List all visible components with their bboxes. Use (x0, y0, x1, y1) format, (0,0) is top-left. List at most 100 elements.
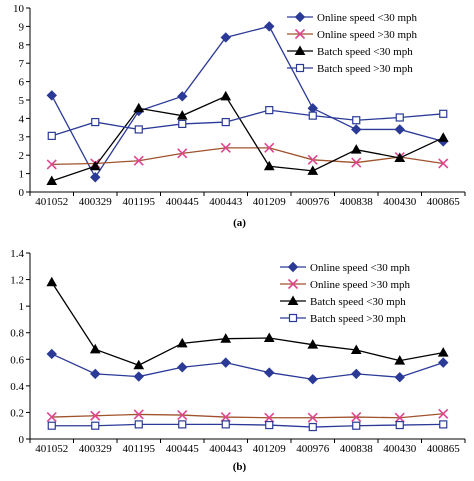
data-point (133, 409, 144, 420)
y-tick-label: 5 (19, 95, 25, 107)
data-point (308, 422, 317, 432)
data-point (90, 368, 101, 380)
data-point (264, 412, 275, 423)
x-tick-label: 400445 (166, 443, 200, 455)
data-point (438, 408, 449, 419)
data-point (177, 148, 188, 159)
legend-item: Batch speed <30 mph (287, 45, 413, 58)
y-tick-label: 1.2 (10, 275, 24, 287)
x-tick-label: 401195 (122, 196, 155, 208)
data-point (264, 142, 275, 153)
data-point (177, 410, 188, 421)
data-point (308, 111, 317, 120)
legend-item: Online speed <30 mph (280, 261, 410, 274)
data-point (177, 91, 188, 102)
data-point (89, 343, 101, 354)
data-point (178, 420, 187, 429)
data-point (221, 117, 230, 127)
data-point (46, 276, 58, 287)
data-point (437, 132, 449, 142)
series-3 (46, 90, 449, 185)
data-point (47, 421, 56, 430)
legend-marker (287, 295, 299, 305)
x-tick-label: 400865 (427, 443, 461, 455)
legend: Online speed <30 mph Online speed >30 mph… (287, 11, 417, 75)
y-tick-label: 2 (19, 150, 25, 162)
data-point (46, 175, 58, 185)
data-point (220, 333, 232, 343)
series-line (51, 147, 444, 166)
data-point (220, 90, 232, 101)
data-point (307, 412, 318, 423)
x-tick-label: 400329 (79, 443, 113, 455)
data-point (265, 106, 274, 115)
data-point (133, 155, 144, 166)
data-point (307, 339, 319, 349)
y-tick-label: 1 (19, 169, 25, 181)
legend: Online speed <30 mph Online speed >30 mph… (280, 261, 410, 325)
data-point (438, 357, 449, 368)
series-line (51, 353, 444, 380)
x-tick-label: 400976 (296, 196, 330, 208)
series-4 (47, 420, 448, 432)
y-tick-label: 0.2 (10, 407, 24, 419)
data-point (395, 113, 404, 122)
data-point (438, 158, 449, 169)
data-point (395, 420, 404, 430)
y-tick-label: 3 (19, 132, 25, 144)
data-point (394, 412, 405, 423)
data-point (176, 110, 188, 120)
data-point (46, 412, 57, 423)
data-point (133, 371, 144, 382)
legend-marker (287, 261, 299, 273)
data-point (350, 344, 362, 354)
legend-item: Online speed <30 mph (287, 11, 417, 24)
data-point (221, 420, 230, 429)
data-point (220, 412, 231, 423)
x-tick-label: 400838 (340, 196, 374, 208)
data-point (176, 337, 188, 348)
legend-marker (294, 11, 306, 23)
data-point (307, 103, 318, 114)
data-point (350, 144, 362, 154)
data-point (46, 348, 57, 360)
legend-item: Batch speed >30 mph (280, 313, 406, 325)
x-tick-label: 401209 (253, 443, 287, 455)
x-tick-label: 400430 (383, 196, 417, 208)
data-point (134, 125, 143, 134)
legend-item: Online speed >30 mph (280, 278, 410, 291)
series-line (51, 95, 444, 182)
data-point (220, 142, 231, 153)
legend-item: Batch speed >30 mph (287, 63, 413, 75)
y-tick-label: 0.4 (10, 381, 24, 393)
data-point (133, 102, 145, 113)
y-tick-label: 8 (19, 40, 25, 52)
data-point (134, 420, 143, 429)
legend-marker (294, 45, 306, 55)
series-line (51, 413, 444, 419)
data-point (351, 412, 362, 423)
legend-label: Online speed <30 mph (310, 262, 410, 274)
data-point (91, 421, 100, 430)
data-point (439, 420, 448, 429)
x-tick-label: 401052 (35, 196, 68, 208)
series-line (51, 423, 444, 428)
data-point (351, 124, 362, 135)
series-1 (46, 348, 449, 385)
data-point (91, 117, 100, 127)
data-point (220, 32, 231, 43)
x-tick-label: 400443 (209, 443, 243, 455)
chart-caption: (b) (233, 461, 247, 473)
x-tick-label: 401052 (35, 443, 68, 455)
data-point (89, 160, 101, 171)
data-point (263, 160, 275, 171)
y-tick-label: 0 (19, 187, 25, 199)
data-point (47, 131, 56, 140)
data-point (394, 124, 405, 135)
data-point (178, 119, 187, 129)
legend-marker (288, 313, 298, 323)
legend-marker (287, 278, 299, 290)
y-tick-label: 1.4 (10, 248, 24, 260)
x-tick-label: 400430 (383, 443, 417, 455)
